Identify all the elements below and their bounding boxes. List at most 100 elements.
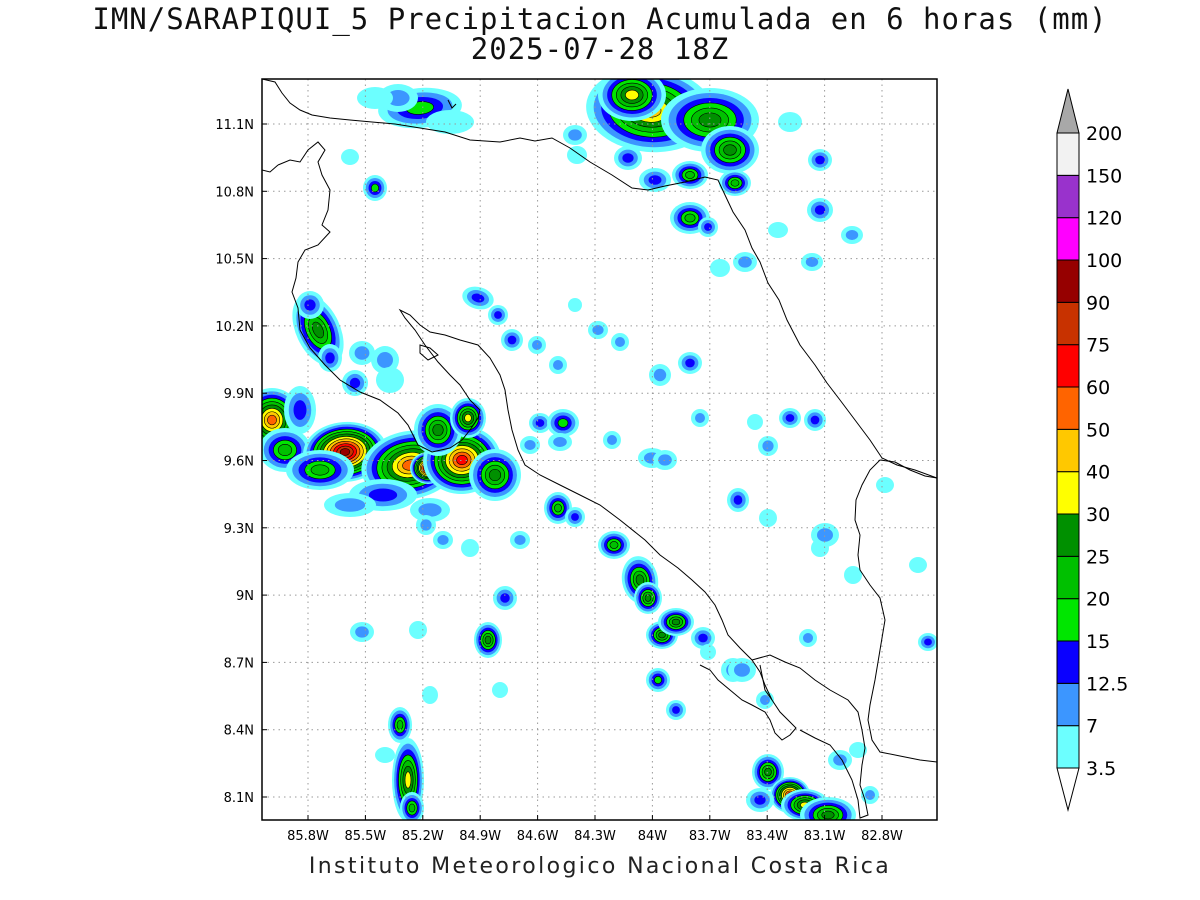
- precip-contour: [609, 541, 619, 549]
- precip-contour: [426, 110, 474, 134]
- precip-contour: [371, 183, 379, 193]
- precip-contour: [738, 256, 752, 268]
- precip-contour: [354, 346, 370, 360]
- caribbean-coast-border: [262, 79, 937, 479]
- precip-contour: [698, 112, 722, 128]
- precip-cell: [698, 217, 718, 237]
- colorbar-swatch: [1056, 132, 1080, 176]
- colorbar-swatch: [1056, 217, 1080, 261]
- colorbar-label: 200: [1086, 123, 1122, 145]
- precip-cell: [433, 531, 453, 549]
- precip-cell: [568, 298, 582, 312]
- precip-contour: [622, 153, 634, 163]
- precip-contour: [357, 87, 393, 109]
- colorbar-bottom-arrow: [1056, 767, 1080, 812]
- precip-contour: [810, 415, 820, 425]
- precip-contour: [759, 509, 777, 527]
- precip-contour: [277, 443, 293, 457]
- lon-tick-label: 84.6W: [517, 829, 559, 844]
- precip-cell: [520, 436, 540, 454]
- lat-tick-label: 9.9N: [224, 387, 254, 402]
- precip-cell: [324, 493, 376, 517]
- precip-cell: [375, 747, 395, 763]
- precip-contour: [592, 325, 604, 335]
- lon-tick-label: 83.1W: [804, 829, 846, 844]
- precip-contour: [484, 635, 492, 645]
- precip-contour: [723, 144, 737, 156]
- precip-contour: [760, 695, 770, 705]
- precip-cell: [474, 622, 502, 658]
- precip-contour: [325, 352, 335, 364]
- precip-contour: [734, 663, 750, 677]
- precip-cell: [779, 408, 801, 428]
- lat-tick-label: 11.1N: [215, 118, 254, 133]
- precip-cell: [341, 149, 359, 165]
- precip-contour: [615, 337, 625, 347]
- precip-contour: [821, 810, 835, 820]
- precip-contour: [409, 621, 427, 639]
- precip-contour: [684, 213, 696, 223]
- lat-tick-label: 8.1N: [224, 791, 254, 806]
- precip-cell: [759, 509, 777, 527]
- precip-contour: [341, 149, 359, 165]
- precip-cell: [649, 364, 671, 386]
- precip-contour: [514, 535, 526, 545]
- colorbar-label: 7: [1086, 716, 1098, 738]
- precip-contour: [762, 440, 774, 452]
- precip-contour: [607, 435, 617, 445]
- precip-contour: [672, 706, 680, 714]
- precip-cell: [603, 431, 621, 449]
- lon-tick-label: 85.2W: [402, 829, 444, 844]
- precip-cell: [634, 582, 662, 614]
- precip-contour: [368, 488, 398, 502]
- precip-cell: [426, 110, 474, 134]
- precip-contour: [833, 754, 847, 766]
- precip-cell: [493, 586, 517, 610]
- precip-cell: [778, 112, 802, 132]
- colorbar-label: 50: [1086, 419, 1110, 441]
- precip-cell: [565, 507, 585, 527]
- precip-cell: [849, 742, 867, 758]
- colorbar-swatch: [1056, 344, 1080, 388]
- precip-contour: [704, 223, 712, 231]
- longitude-axis: 85.8W 85.5W 85.2W 84.9W 84.6W 84.3W 84W 83.7W 83…: [287, 815, 903, 844]
- precip-contour: [909, 557, 927, 573]
- precip-contour: [553, 437, 567, 447]
- precip-contour: [567, 146, 587, 164]
- precip-cell: [758, 436, 778, 456]
- precip-cell: [549, 356, 567, 374]
- precip-cell: [528, 336, 546, 354]
- colorbar-swatch: [1056, 598, 1080, 642]
- latitude-axis: 11.1N 10.8N 10.5N 10.2N 9.9N 9.6N 9.3N 9N 8.7N 8.…: [215, 118, 267, 806]
- precip-contour: [312, 321, 324, 339]
- map-frame: [261, 78, 938, 821]
- precip-cell: [342, 370, 368, 396]
- lat-tick-label: 10.8N: [215, 185, 254, 200]
- precip-contour: [695, 413, 705, 423]
- precip-cell: [400, 792, 424, 820]
- precip-cell: [318, 344, 342, 372]
- precip-cell: [672, 161, 708, 189]
- colorbar-label: 90: [1086, 292, 1110, 314]
- precip-cell: [501, 329, 523, 351]
- precip-contour: [671, 618, 681, 626]
- precip-cell: [462, 286, 494, 310]
- precip-cell: [547, 409, 579, 437]
- precip-cell: [598, 79, 666, 121]
- precip-contour: [849, 742, 867, 758]
- lat-tick-label: 10.2N: [215, 320, 254, 335]
- lat-tick-label: 10.5N: [215, 253, 254, 268]
- precip-cell: [410, 498, 450, 522]
- precip-contour: [304, 299, 316, 311]
- colorbar-swatch: [1056, 471, 1080, 515]
- precip-cell: [614, 146, 642, 170]
- precip-contour: [685, 171, 695, 179]
- precip-cell: [414, 404, 462, 456]
- panama-border: [854, 459, 937, 763]
- precip-cell: [286, 450, 354, 490]
- colorbar-swatch: [1056, 428, 1080, 473]
- precip-contour: [785, 414, 795, 422]
- precip-contour: [764, 767, 772, 777]
- precip-contour: [404, 771, 412, 789]
